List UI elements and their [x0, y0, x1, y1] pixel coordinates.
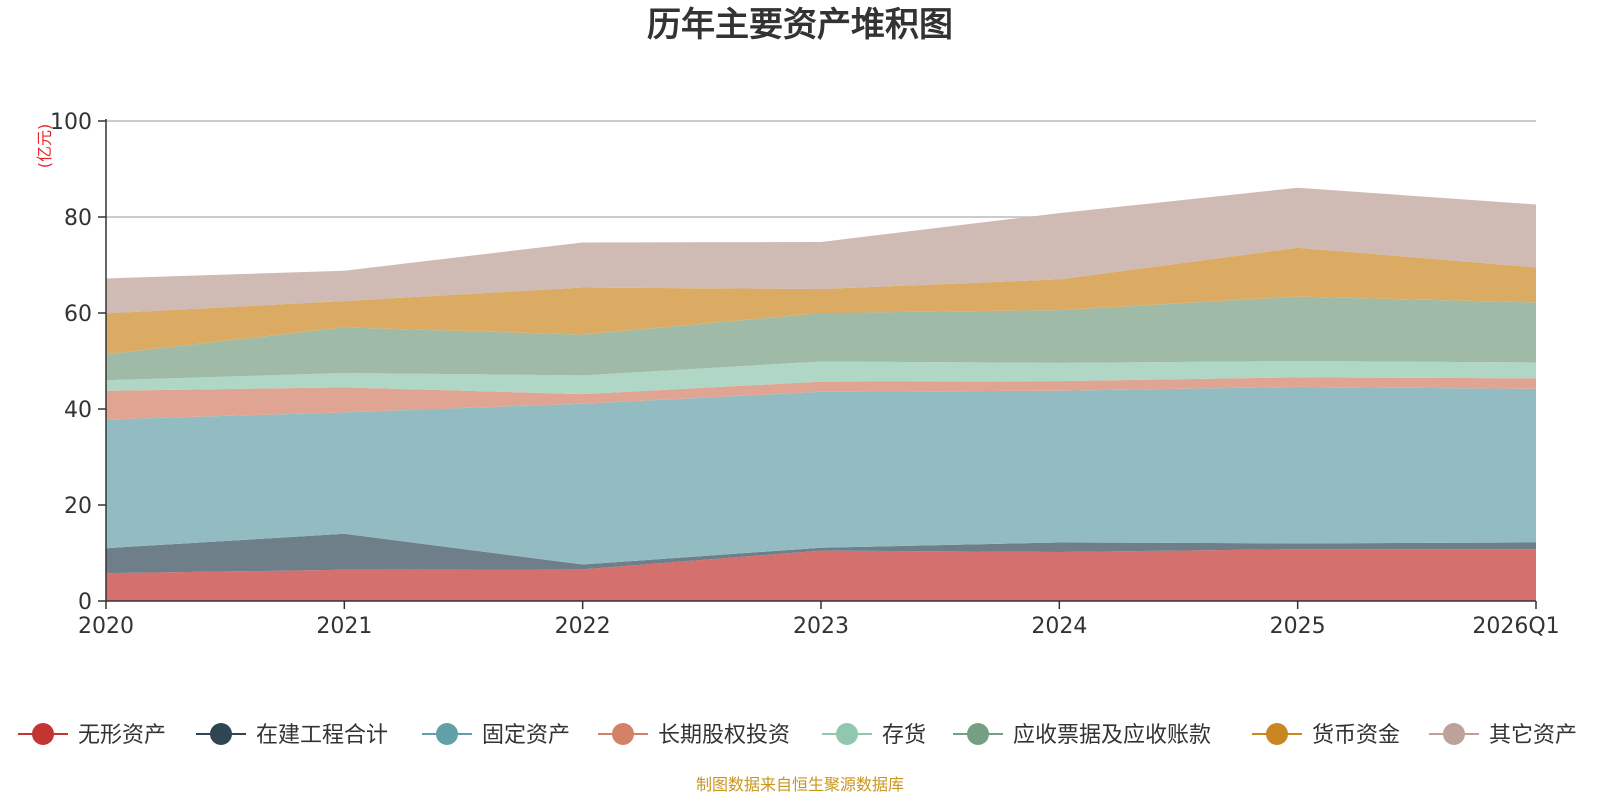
legend-marker [967, 723, 989, 745]
axes: 0 20 40 60 80 100 2020 2021 2022 2023 2024 2025 2026… [50, 110, 1560, 639]
legend-label: 其它资产 [1489, 723, 1577, 748]
legend-label: 在建工程合计 [256, 723, 388, 748]
legend-item-0[interactable]: 无形资产 [18, 723, 166, 748]
y-tick-label: 20 [64, 494, 92, 519]
legend-marker [1266, 723, 1288, 745]
legend-marker [612, 723, 634, 745]
legend-label: 固定资产 [482, 723, 570, 748]
x-tick-label: 2022 [555, 614, 611, 639]
y-tick-label: 60 [64, 302, 92, 327]
data-source-note: 制图数据来自恒生聚源数据库 [696, 775, 904, 794]
legend-label: 应收票据及应收账款 [1013, 723, 1211, 748]
area-series-3 [106, 377, 1536, 420]
legend[interactable]: 无形资产 在建工程合计 固定资产 长期股权投资 存货 应收票据及应收账款 货币资金 其它资产 [18, 723, 1577, 748]
x-tick-label: 2025 [1270, 614, 1326, 639]
x-tick-label: 2023 [793, 614, 849, 639]
area-series-4 [106, 361, 1536, 395]
legend-item-1[interactable]: 在建工程合计 [196, 723, 388, 748]
area-series [106, 187, 1536, 601]
y-axis-unit-label: (亿元) [35, 124, 54, 169]
y-tick-label: 0 [78, 590, 92, 615]
area-series-1 [106, 533, 1536, 574]
legend-item-5[interactable]: 应收票据及应收账款 [953, 723, 1211, 748]
legend-marker [1443, 723, 1465, 745]
legend-marker [836, 723, 858, 745]
legend-label: 存货 [882, 723, 926, 748]
area-series-0 [106, 549, 1536, 601]
area-series-6 [106, 247, 1536, 355]
legend-item-2[interactable]: 固定资产 [422, 723, 570, 748]
legend-marker [210, 723, 232, 745]
area-series-7 [106, 187, 1536, 314]
legend-label: 货币资金 [1312, 723, 1400, 748]
legend-item-6[interactable]: 货币资金 [1252, 723, 1400, 748]
area-series-2 [106, 386, 1536, 565]
legend-marker [32, 723, 54, 745]
y-tick-label: 100 [50, 110, 92, 135]
legend-marker [436, 723, 458, 745]
y-tick-label: 40 [64, 398, 92, 423]
legend-item-4[interactable]: 存货 [822, 723, 926, 748]
legend-item-7[interactable]: 其它资产 [1429, 723, 1577, 748]
y-tick-label: 80 [64, 206, 92, 231]
chart-title: 历年主要资产堆积图 [647, 5, 953, 45]
x-tick-label: 2026Q1 [1472, 614, 1559, 639]
x-tick-label: 2021 [316, 614, 372, 639]
x-tick-label: 2024 [1031, 614, 1087, 639]
legend-item-3[interactable]: 长期股权投资 [598, 723, 790, 748]
legend-label: 长期股权投资 [658, 723, 790, 748]
area-series-5 [106, 296, 1536, 381]
x-tick-label: 2020 [78, 614, 134, 639]
legend-label: 无形资产 [78, 723, 166, 748]
